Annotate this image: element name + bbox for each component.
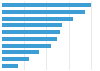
Bar	[2, 44, 51, 47]
Bar	[2, 17, 73, 21]
Bar	[2, 57, 29, 61]
Bar	[2, 37, 57, 41]
Bar	[2, 50, 39, 54]
Bar	[2, 64, 18, 68]
Bar	[2, 24, 62, 27]
Bar	[2, 10, 85, 14]
Bar	[2, 30, 60, 34]
Bar	[2, 3, 91, 7]
